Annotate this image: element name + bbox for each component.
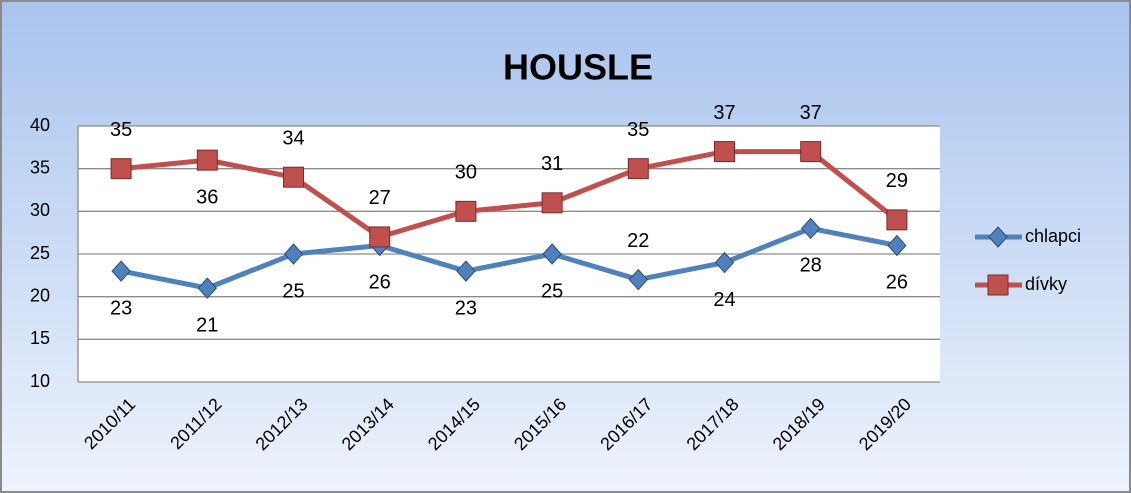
marker (988, 226, 1008, 248)
data-label: 24 (713, 289, 735, 311)
data-label: 26 (369, 272, 391, 294)
data-label: 31 (541, 153, 563, 175)
data-label: 37 (800, 102, 822, 124)
y-tick-label: 20 (30, 285, 50, 305)
marker (111, 260, 131, 282)
data-label: 29 (886, 170, 908, 192)
data-label: 23 (110, 297, 132, 319)
marker (714, 141, 735, 163)
marker (800, 141, 822, 163)
marker (369, 226, 391, 248)
marker (283, 243, 304, 265)
data-label: 26 (886, 272, 908, 294)
marker (801, 217, 821, 240)
marker (197, 277, 217, 299)
y-tick-label: 10 (30, 371, 50, 391)
marker (886, 209, 908, 231)
data-label: 28 (800, 255, 822, 277)
data-label: 27 (369, 187, 391, 209)
data-label: 37 (713, 102, 735, 124)
chart-title: HOUSLE (503, 47, 653, 88)
y-tick-label: 40 (30, 115, 50, 135)
data-label: 35 (627, 119, 649, 141)
y-tick-label: 35 (30, 157, 50, 177)
marker (542, 243, 562, 265)
marker (628, 268, 648, 291)
marker (196, 149, 218, 171)
series-line (120, 225, 898, 291)
marker (987, 274, 1009, 296)
marker (714, 251, 735, 274)
data-label: 34 (282, 127, 304, 149)
marker (456, 260, 476, 282)
marker (110, 158, 132, 180)
y-tick-label: 25 (30, 243, 50, 263)
data-label: 25 (282, 280, 304, 302)
legend-label: chlapci (1025, 226, 1081, 246)
data-label: 35 (110, 119, 132, 141)
marker (455, 200, 477, 222)
data-label: 22 (627, 230, 649, 252)
marker (283, 166, 304, 188)
data-label: 21 (196, 314, 218, 336)
y-tick-label: 30 (30, 200, 50, 220)
data-label: 23 (455, 297, 477, 319)
data-label: 36 (196, 186, 218, 208)
legend-label: dívky (1025, 274, 1067, 294)
marker (627, 158, 649, 180)
marker (541, 192, 563, 214)
data-label: 30 (455, 162, 477, 184)
data-label: 25 (541, 280, 563, 302)
marker (887, 234, 907, 257)
y-tick-label: 15 (30, 328, 50, 348)
series-line (120, 149, 899, 240)
